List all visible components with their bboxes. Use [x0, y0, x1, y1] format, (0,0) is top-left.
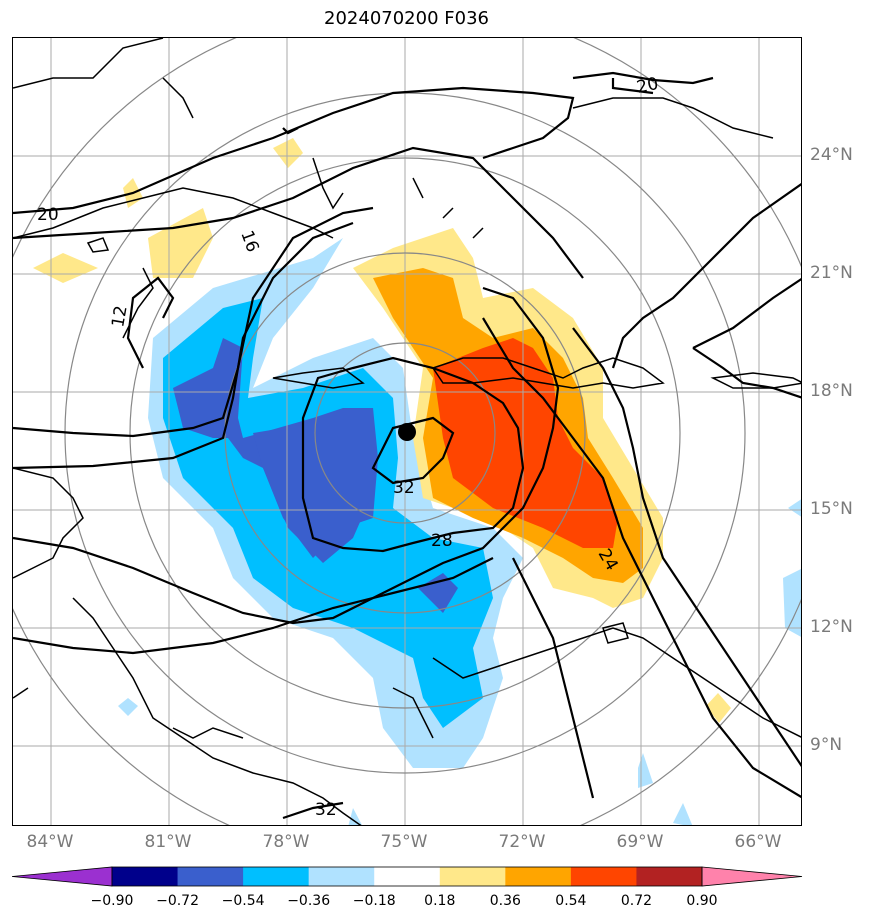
colorbar-tick-label: 0.72 [620, 893, 653, 909]
lat-label: 18°N [810, 381, 853, 401]
colorbar-tick-label: 0.18 [424, 893, 456, 909]
colorbar-tick-label: 0.54 [555, 893, 587, 909]
map-canvas: 20 20 16 12 32 28 24 32 [13, 38, 801, 825]
colorbar-cell [374, 867, 441, 886]
colorbar-cell [439, 867, 506, 886]
colorbar-extend-low [12, 866, 113, 887]
lon-label: 69°W [616, 832, 664, 852]
colorbar-cell [505, 867, 572, 886]
colorbar [12, 866, 803, 887]
contour-label: 20 [635, 74, 660, 98]
lat-label: 12°N [810, 617, 853, 637]
colorbar-tick-label: 0.90 [686, 893, 718, 909]
height-contours [13, 71, 801, 820]
graticule [13, 38, 801, 825]
map-title: 2024070200 F036 [324, 8, 489, 29]
colorbar-cell [112, 867, 179, 886]
map-panel: 20 20 16 12 32 28 24 32 [12, 37, 802, 826]
colorbar-cell [308, 867, 375, 886]
lon-label: 75°W [380, 832, 428, 852]
lat-label: 15°N [810, 499, 853, 519]
colorbar-cell [177, 867, 244, 886]
contour-label: 20 [37, 205, 59, 225]
colorbar-tick-label: −0.72 [156, 893, 199, 909]
colorbar-cells [12, 866, 803, 887]
colorbar-cell [636, 867, 703, 886]
lon-label: 78°W [262, 832, 310, 852]
storm-center-marker [398, 423, 416, 441]
lon-label: 81°W [144, 832, 192, 852]
contour-label: 16 [236, 228, 262, 255]
contour-label: 32 [315, 800, 337, 820]
lon-label: 66°W [734, 832, 782, 852]
lat-label: 9°N [810, 735, 843, 755]
colorbar-cell [243, 867, 310, 886]
lat-label: 24°N [810, 145, 853, 165]
lon-label: 84°W [26, 832, 74, 852]
colorbar-tick-label: 0.36 [489, 893, 521, 909]
colorbar-cell [570, 867, 637, 886]
contour-label: 12 [108, 304, 131, 329]
colorbar-tick-label: −0.90 [90, 893, 134, 909]
colorbar-tick-label: −0.18 [352, 893, 396, 909]
colorbar-extend-high [701, 866, 803, 887]
colorbar-tick-label: −0.54 [221, 893, 265, 909]
contour-label: 28 [431, 531, 453, 551]
contour-label: 32 [393, 478, 415, 498]
colorbar-tick-label: −0.36 [287, 893, 331, 909]
coastlines [13, 38, 801, 825]
positive-anomaly-fill [33, 138, 731, 723]
lon-label: 72°W [498, 832, 546, 852]
lat-label: 21°N [810, 263, 853, 283]
negative-anomaly-fill [118, 238, 801, 825]
